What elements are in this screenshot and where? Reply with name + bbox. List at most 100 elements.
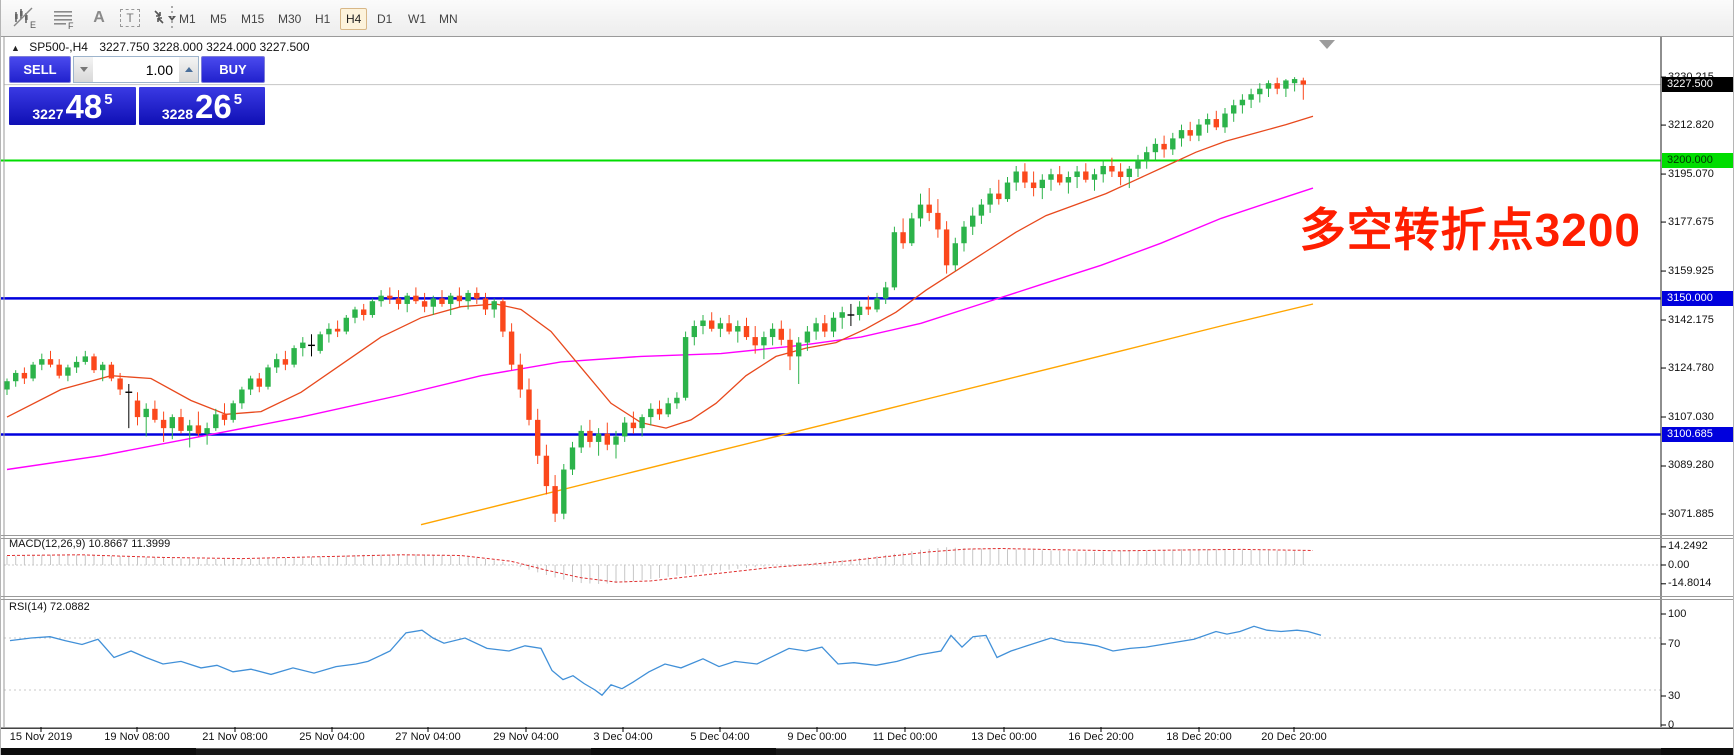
- candle-body: [778, 328, 784, 340]
- candle-body: [256, 378, 262, 387]
- candle-body: [961, 226, 967, 244]
- font-a-glyph: A: [93, 8, 105, 26]
- candle-body: [1265, 83, 1272, 89]
- price-axis-label: 3177.675: [1668, 215, 1714, 228]
- candle-body: [1022, 171, 1028, 183]
- candle-body: [352, 309, 358, 318]
- buy-price-prefix: 3228: [161, 106, 194, 122]
- candle-body: [1283, 80, 1289, 89]
- time-axis-label: 19 Nov 08:00: [104, 731, 170, 743]
- price-axis-label: 3159.925: [1668, 264, 1714, 277]
- text-label-icon[interactable]: T: [115, 3, 145, 32]
- candle-body: [622, 422, 628, 437]
- candle-body: [404, 295, 410, 304]
- candle-body: [578, 430, 584, 448]
- candle-body: [47, 359, 54, 365]
- timeframe-button-h1[interactable]: H1: [315, 12, 331, 26]
- chart-tab[interactable]: [776, 748, 1661, 755]
- volume-decrease-button[interactable]: [74, 57, 93, 82]
- candle-body: [491, 301, 497, 310]
- rsi-axis-label: 0: [1668, 719, 1675, 731]
- candle-body: [482, 298, 489, 310]
- candle-body: [239, 389, 245, 404]
- timeframe-button-m30[interactable]: M30: [278, 12, 302, 26]
- candle-body: [1126, 168, 1132, 178]
- timeframe-button-m15[interactable]: M15: [241, 12, 265, 26]
- svg-text:E: E: [30, 20, 36, 30]
- candle-body: [917, 204, 924, 219]
- candle-body: [891, 232, 898, 288]
- candle-body: [274, 359, 280, 368]
- grid-forecast-icon[interactable]: F: [47, 3, 81, 32]
- buy-button[interactable]: BUY: [201, 56, 265, 83]
- candle-body: [508, 331, 515, 365]
- candle-body: [1257, 88, 1263, 95]
- candle-body: [926, 204, 932, 213]
- candle-body: [856, 306, 863, 315]
- sell-button[interactable]: SELL: [9, 56, 71, 83]
- text-label-glyph: T: [120, 8, 140, 27]
- candle-body: [160, 419, 167, 429]
- candle-body: [883, 287, 889, 299]
- candle-body: [1083, 171, 1089, 180]
- sell-price-big: 48: [65, 88, 103, 125]
- candle-body: [343, 317, 349, 332]
- macd-axis-label: 0.00: [1668, 558, 1690, 571]
- candle-body: [865, 306, 871, 310]
- timeframe-button-h4[interactable]: H4: [340, 8, 368, 30]
- time-axis-label: 18 Dec 20:00: [1166, 731, 1232, 743]
- candle-body: [648, 408, 654, 418]
- timeframe-button-d1[interactable]: D1: [377, 12, 393, 26]
- candle-body: [813, 323, 819, 332]
- timeframe-button-mn[interactable]: MN: [439, 12, 458, 26]
- candle-body: [195, 425, 202, 434]
- candle-body: [709, 320, 715, 329]
- chart-tab[interactable]: [196, 748, 591, 755]
- candle-body: [796, 342, 802, 357]
- ma-fast-line: [6, 115, 1314, 429]
- volume-input[interactable]: [93, 57, 179, 82]
- candle-body: [421, 301, 428, 307]
- font-a-icon[interactable]: A: [85, 3, 113, 32]
- volume-stepper: [73, 56, 199, 83]
- rsi-line: [9, 625, 1322, 697]
- timeframe-button-w1[interactable]: W1: [408, 12, 426, 26]
- rsi-indicator-label: RSI(14) 72.0882: [9, 601, 90, 613]
- candle-body: [935, 212, 941, 230]
- candle-body: [987, 193, 993, 205]
- candle-body: [535, 419, 541, 456]
- timeframe-button-m5[interactable]: M5: [210, 12, 227, 26]
- volume-increase-button[interactable]: [179, 57, 198, 82]
- buy-price-box[interactable]: 3228 26 5: [139, 87, 265, 125]
- candle-body: [726, 323, 732, 332]
- candle-body: [1300, 80, 1306, 85]
- expert-chart-icon[interactable]: E: [7, 3, 43, 32]
- time-axis-label: 27 Nov 04:00: [395, 731, 461, 743]
- candle-body: [996, 193, 1002, 200]
- sell-price-box[interactable]: 3227 48 5: [9, 87, 136, 125]
- time-axis-label: 13 Dec 00:00: [971, 731, 1037, 743]
- candle-body: [1109, 165, 1115, 172]
- collapse-panel-arrow[interactable]: ▲: [11, 43, 20, 53]
- candle-body: [230, 403, 236, 420]
- candle-body: [108, 364, 115, 379]
- candle-body: [169, 417, 175, 429]
- candle-body: [613, 436, 619, 445]
- timeframe-button-m1[interactable]: M1: [179, 12, 196, 26]
- candle-body: [900, 232, 906, 244]
- candle-body: [187, 425, 193, 431]
- candle-body: [1274, 83, 1280, 89]
- time-axis-label: 11 Dec 00:00: [872, 731, 938, 743]
- candle-body: [839, 312, 845, 318]
- time-axis-label: 3 Dec 04:00: [593, 731, 653, 743]
- ma-slow-line: [420, 303, 1314, 526]
- candle-body: [361, 309, 367, 315]
- candle-body: [1091, 174, 1098, 180]
- candle-body: [822, 323, 828, 332]
- candle-body: [909, 218, 915, 244]
- candle-body: [1144, 152, 1150, 161]
- candle-body: [1030, 182, 1037, 189]
- chart-annotation-text[interactable]: 多空转折点3200: [1299, 204, 1641, 256]
